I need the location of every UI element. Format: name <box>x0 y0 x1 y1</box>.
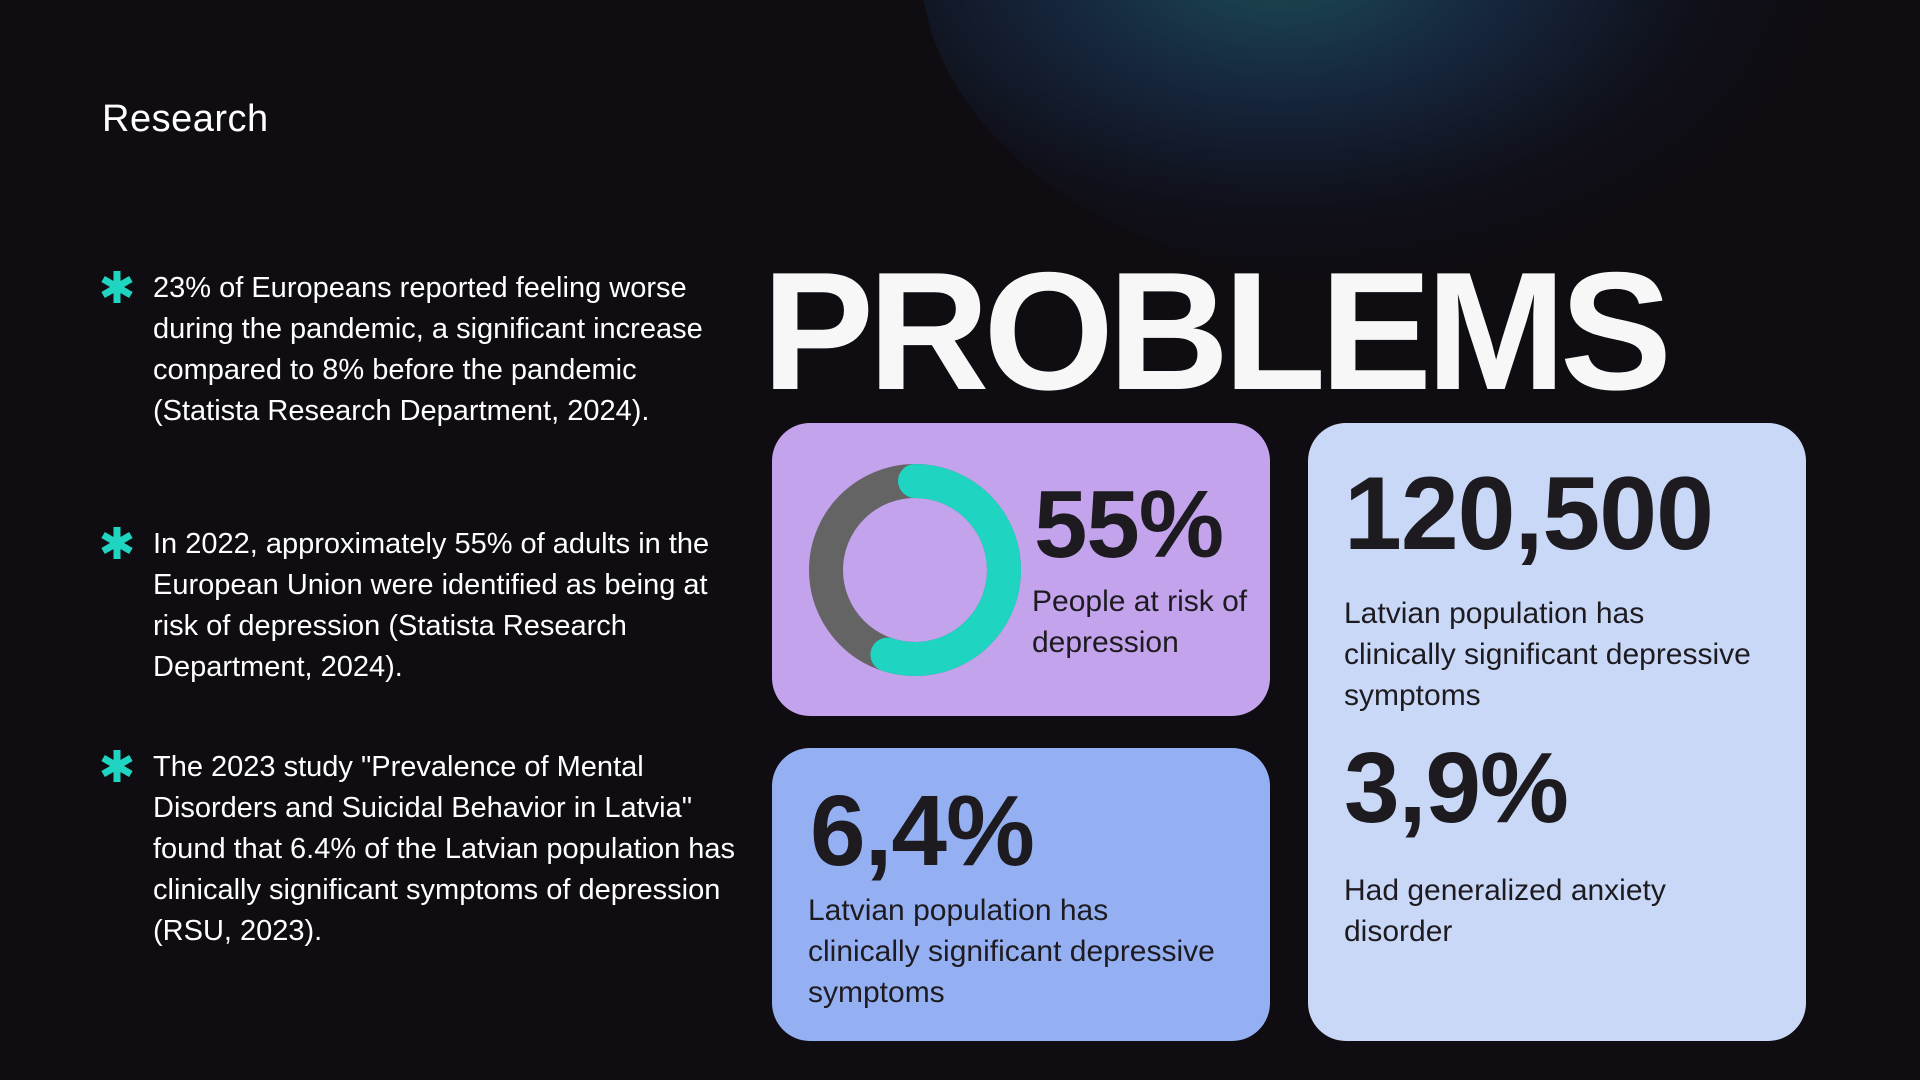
stat-value: 120,500 <box>1344 456 1714 572</box>
headline: PROBLEMS <box>762 237 1672 425</box>
section-label: Research <box>102 98 269 140</box>
stat-label: Latvian population has clinically signif… <box>1344 597 1751 712</box>
stat-label: Had generalized anxiety disorder <box>1344 874 1666 948</box>
stat-card-latvia: 6,4% Latvian population has clinically s… <box>772 748 1270 1041</box>
stat-card-population: 120,500 Latvian population has clinicall… <box>1308 423 1806 1041</box>
asterisk-icon <box>101 527 133 559</box>
donut-chart <box>809 464 1021 676</box>
asterisk-icon <box>101 750 133 782</box>
stat-label: Latvian population has clinically signif… <box>808 894 1215 1009</box>
bullet-text: 23% of Europeans reported feeling worse … <box>153 272 703 427</box>
donut-arc <box>809 464 1021 676</box>
bullet-text: The 2023 study "Prevalence of Mental Dis… <box>153 751 736 947</box>
stat-value: 3,9% <box>1344 732 1569 844</box>
bullet-text: In 2022, approximately 55% of adults in … <box>153 528 710 683</box>
stat-card-risk: 55% People at risk of depression <box>772 423 1270 716</box>
stat-value: 6,4% <box>810 775 1035 887</box>
stat-value: 55% <box>1034 471 1224 578</box>
stat-label: People at risk of depression <box>1032 585 1248 659</box>
asterisk-icon <box>101 271 133 303</box>
